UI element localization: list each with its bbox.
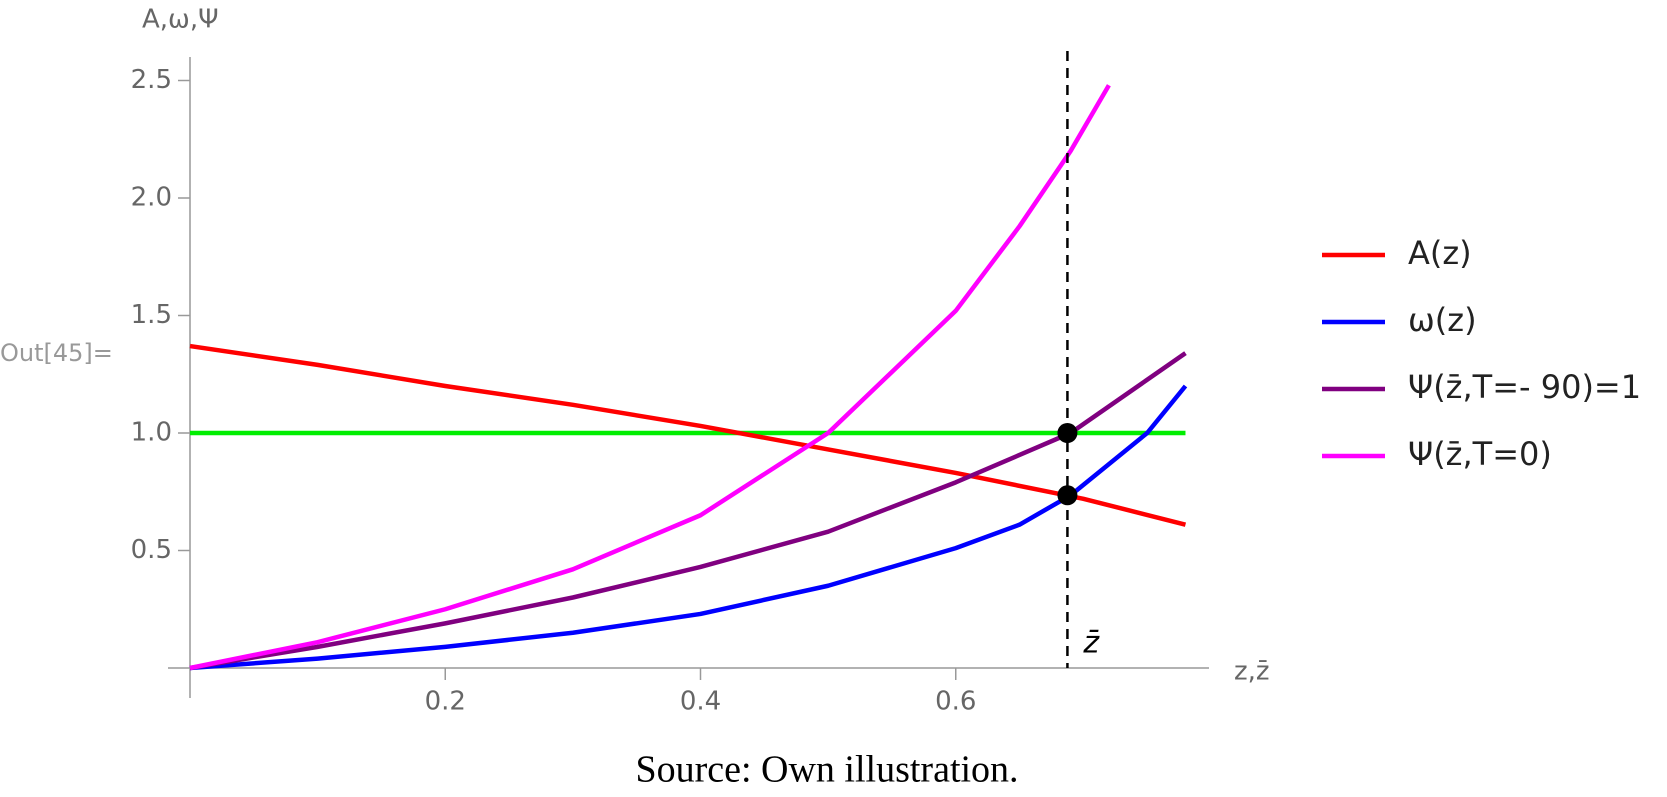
x-tick-label: 0.6 (935, 687, 976, 717)
x-axis-label: z,z̄ (1234, 657, 1270, 687)
y-tick-label: 1.0 (131, 418, 172, 448)
y-tick-label: 2.5 (131, 65, 172, 95)
reference-label: z̄ (1082, 626, 1100, 661)
series-line (189, 384, 1188, 671)
x-tick-label: 0.4 (680, 687, 721, 717)
prompt-label: Out[45]= (0, 339, 113, 367)
series-line (189, 84, 1111, 671)
legend-label: Ψ(z̄,T=0) (1408, 435, 1552, 473)
caption: Source: Own illustration. (635, 749, 1018, 791)
intersection-point (1057, 423, 1078, 443)
x-tick-label: 0.2 (425, 687, 466, 717)
y-tick-label: 1.5 (131, 300, 172, 330)
y-tick-label: 2.0 (131, 183, 172, 213)
series-line (189, 343, 1187, 527)
series-line (189, 351, 1187, 671)
legend-label: A(z) (1408, 234, 1472, 272)
y-axis-label: A,ω,Ψ (142, 5, 219, 35)
intersection-point (1057, 485, 1078, 506)
legend-label: ω(z) (1408, 301, 1477, 339)
legend-label: Ψ(z̄,T=- 90)=1 (1408, 368, 1641, 406)
y-tick-label: 0.5 (131, 535, 172, 565)
